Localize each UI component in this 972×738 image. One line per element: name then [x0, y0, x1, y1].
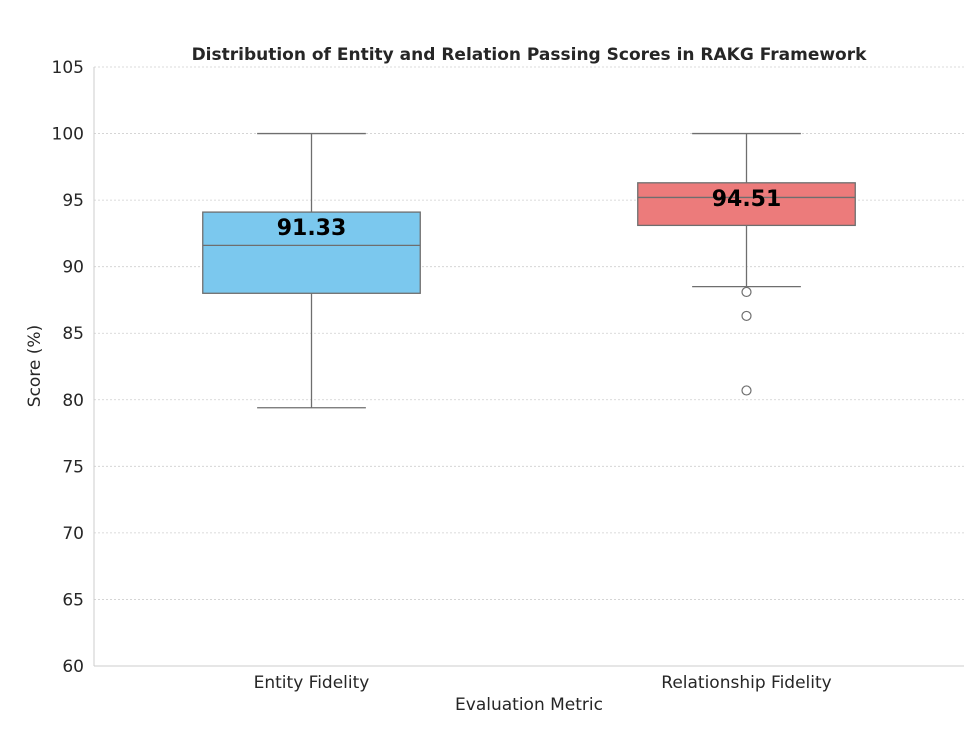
- y-tick-label: 105: [52, 58, 84, 78]
- chart-title: Distribution of Entity and Relation Pass…: [192, 45, 868, 65]
- outlier-point: [741, 310, 752, 322]
- y-tick-label: 60: [62, 657, 84, 677]
- grid-layer: [94, 66, 964, 667]
- outlier-point: [741, 286, 752, 298]
- x-axis-label: Evaluation Metric: [455, 695, 603, 715]
- iqr-box: [202, 211, 421, 294]
- x-tick-label: Relationship Fidelity: [661, 673, 831, 693]
- mean-label: 94.51: [712, 187, 782, 212]
- x-tick-label: Entity Fidelity: [254, 673, 370, 693]
- iqr-box: [637, 182, 856, 227]
- y-tick-label: 90: [62, 258, 84, 278]
- outlier-point: [741, 385, 752, 396]
- mean-label: 91.33: [277, 216, 347, 241]
- y-axis-ticks: 60 65 70 75 80 85 90 95 100 105: [52, 58, 84, 677]
- box-layer: 91.33 94.51: [202, 132, 856, 409]
- y-axis-label: Score (%): [25, 325, 45, 407]
- x-axis-ticks: Entity Fidelity Relationship Fidelity: [254, 673, 832, 693]
- box-group: 91.33: [202, 132, 421, 409]
- y-tick-label: 70: [62, 524, 84, 544]
- y-tick-label: 75: [62, 457, 84, 477]
- y-tick-label: 100: [52, 125, 84, 145]
- y-tick-label: 65: [62, 590, 84, 610]
- y-tick-label: 80: [62, 391, 84, 411]
- box-group: 94.51: [637, 132, 856, 396]
- y-tick-label: 85: [62, 324, 84, 344]
- y-tick-label: 95: [62, 191, 84, 211]
